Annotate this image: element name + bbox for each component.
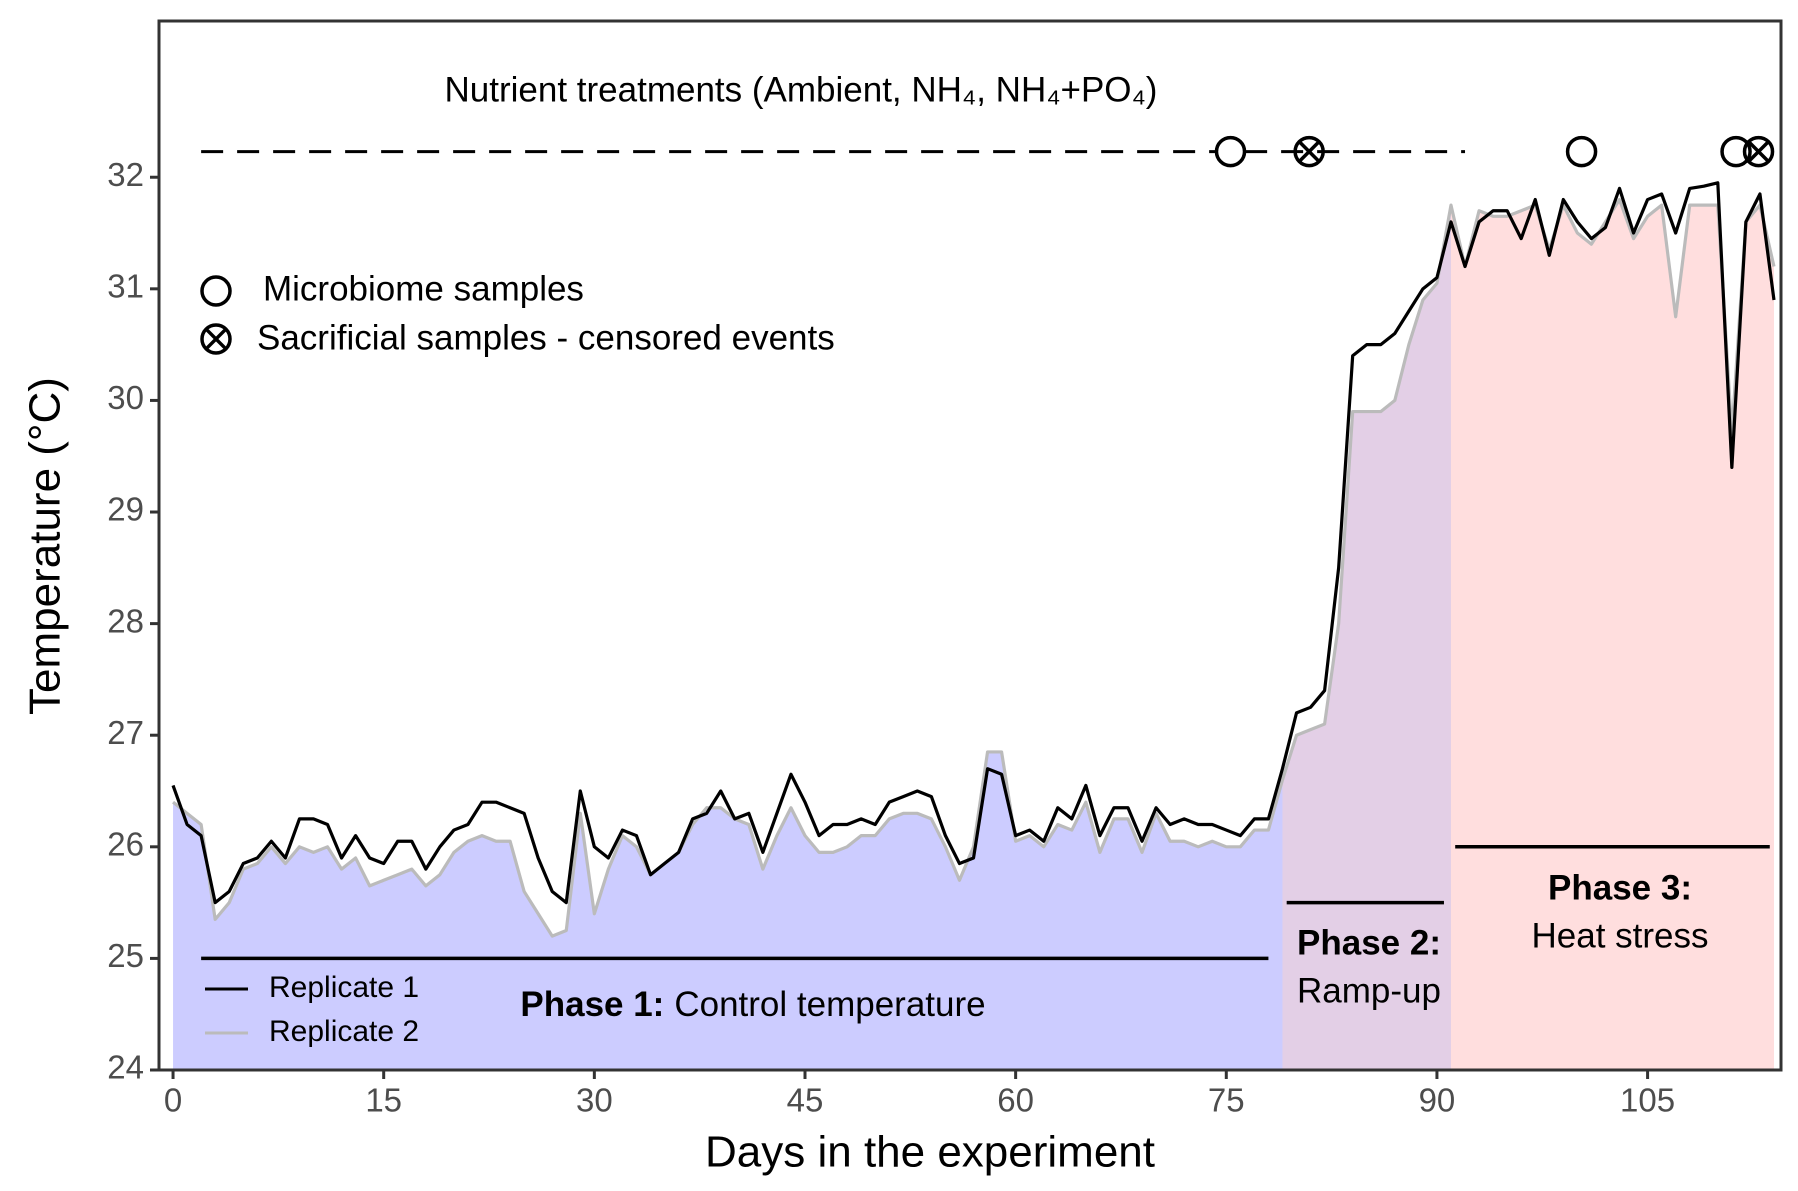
phase-label: Phase 1: Control temperature xyxy=(520,985,985,1024)
plot-frame xyxy=(157,19,1783,1072)
legend-label: Replicate 1 xyxy=(269,971,419,1004)
marker-cross xyxy=(1298,140,1321,163)
y-tick-label: 31 xyxy=(107,268,144,305)
marker-ring xyxy=(200,323,232,355)
y-tick-label: 29 xyxy=(107,491,144,528)
phase-description: Ramp-up xyxy=(1297,971,1441,1010)
x-tick-label: 60 xyxy=(997,1082,1034,1119)
phase-description: Control temperature xyxy=(674,985,985,1024)
legend-label: Sacrificial samples - censored events xyxy=(257,318,835,357)
legend-label: Replicate 2 xyxy=(269,1015,419,1048)
phase-title: Phase 2: xyxy=(1297,923,1441,962)
x-tick-label: 0 xyxy=(164,1082,182,1119)
y-tick-label: 24 xyxy=(107,1049,144,1086)
x-axis-title: Days in the experiment xyxy=(705,1128,1155,1177)
marker-ring xyxy=(1742,135,1775,168)
microbiome-sample xyxy=(1720,135,1752,168)
series-line xyxy=(172,197,1776,938)
phase-title: Phase 3: xyxy=(1548,868,1692,907)
sacrificial-sample xyxy=(1293,135,1325,168)
phase-area xyxy=(1282,205,1451,1070)
y-tick-label: 32 xyxy=(107,156,144,193)
phase-area xyxy=(1450,199,1774,1070)
sacrificial-sample xyxy=(1742,135,1775,168)
phase-title: Phase 1: xyxy=(520,985,664,1024)
y-tick-label: 27 xyxy=(107,714,144,751)
legend-symbol xyxy=(200,323,232,355)
y-tick-label: 26 xyxy=(107,826,144,863)
series-line xyxy=(171,181,1776,905)
x-tick-label: 30 xyxy=(576,1082,613,1119)
marker-cross xyxy=(204,327,228,351)
x-tick-label: 45 xyxy=(787,1082,824,1119)
legend-label: Microbiome samples xyxy=(263,269,584,308)
x-tick-label: 90 xyxy=(1419,1082,1456,1119)
phase-description: Heat stress xyxy=(1532,916,1709,955)
y-tick-label: 30 xyxy=(107,379,144,416)
y-axis-title: Temperature (°C) xyxy=(21,377,70,715)
x-tick-label: 105 xyxy=(1620,1082,1675,1119)
x-tick-label: 15 xyxy=(365,1082,402,1119)
microbiome-sample xyxy=(1565,135,1598,168)
phase-area xyxy=(173,751,1283,1070)
y-tick-label: 25 xyxy=(107,937,144,974)
marker-ring xyxy=(1293,135,1325,168)
y-tick-label: 28 xyxy=(107,602,144,639)
microbiome-sample xyxy=(1214,135,1247,168)
nutrient-label: Nutrient treatments (Ambient, NH₄, NH₄+P… xyxy=(445,70,1158,109)
legend-symbol xyxy=(200,275,232,307)
x-tick-label: 75 xyxy=(1208,1082,1245,1119)
marker-cross xyxy=(1747,140,1770,163)
